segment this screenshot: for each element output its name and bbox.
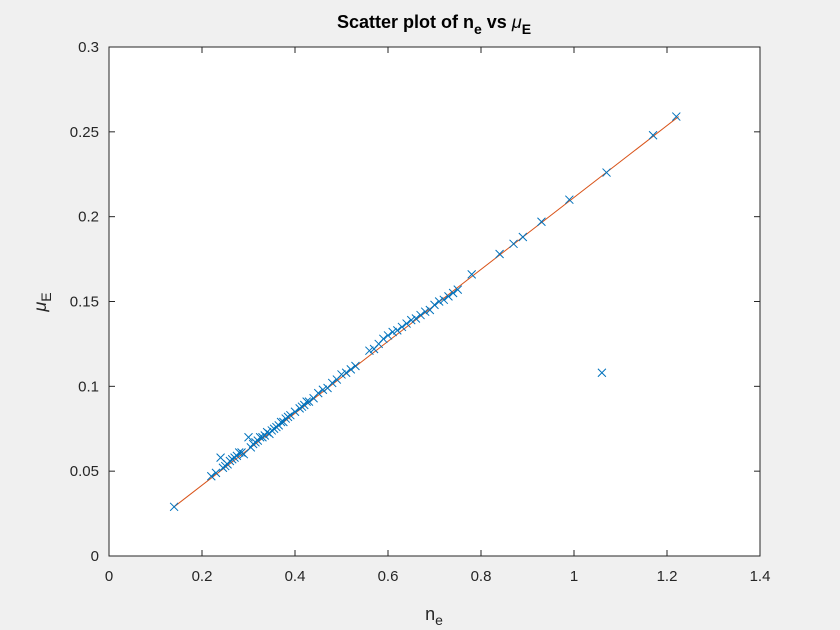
scatter-point — [411, 314, 421, 323]
scatter-point — [351, 361, 360, 371]
scatter-point — [397, 322, 407, 332]
scatter-point — [444, 292, 453, 301]
y-axis-label-group: μE — [30, 292, 54, 312]
scatter-point — [327, 378, 337, 388]
scatter-point — [448, 288, 458, 298]
x-tick-label: 0.6 — [378, 568, 399, 585]
scatter-point — [509, 239, 518, 249]
x-axis-label-main: n — [425, 604, 435, 624]
scatter-point — [383, 331, 393, 340]
scatter-point — [304, 397, 314, 406]
scatter-point — [211, 468, 221, 478]
scatter-point — [234, 448, 244, 457]
scatter-point — [239, 449, 249, 459]
scatter-point — [388, 327, 398, 337]
scatter-point — [392, 325, 402, 335]
scatter-point — [439, 295, 449, 305]
x-axis-label-subscript: e — [435, 612, 443, 628]
x-tick-label: 0.2 — [192, 568, 213, 585]
fit-line-layer — [173, 116, 679, 508]
scatter-point — [467, 269, 477, 279]
y-tick-label: 0.15 — [70, 294, 99, 311]
scatter-point — [564, 195, 574, 205]
scatter-point — [597, 368, 607, 378]
scatter-point — [406, 315, 416, 325]
scatter-point — [602, 168, 611, 177]
x-tick-label: 0.8 — [471, 568, 492, 585]
scatter-point — [453, 285, 463, 294]
x-tick-label: 0.4 — [285, 568, 306, 585]
scatter-point — [518, 232, 528, 242]
scatter-point — [537, 217, 546, 227]
x-tick-label: 1 — [570, 568, 578, 585]
x-axis-ticks: 0 0.2 0.4 0.6 0.8 1 1.2 1.4 — [105, 47, 771, 585]
y-axis-ticks: 0 0.05 0.1 0.15 0.2 0.25 0.3 — [70, 39, 760, 565]
scatter-point — [216, 453, 225, 462]
x-axis-label: ne — [425, 604, 443, 628]
y-tick-label: 0.2 — [78, 209, 99, 226]
scatter-point — [378, 334, 388, 344]
scatter-point — [285, 410, 295, 420]
scatter-point — [169, 502, 179, 512]
scatter-point — [318, 385, 328, 395]
chart-title: Scatter plot of ne vs μE — [337, 12, 531, 37]
scatter-point — [206, 471, 216, 481]
scatter-point — [430, 300, 439, 310]
scatter-point — [402, 319, 411, 328]
title-middle: vs — [482, 12, 512, 32]
scatter-point — [671, 112, 681, 121]
scatter-point — [420, 307, 430, 317]
title-prefix: Scatter plot of n — [337, 12, 474, 32]
x-tick-label: 1.4 — [750, 568, 771, 585]
y-tick-label: 0.1 — [78, 378, 99, 395]
y-axis-label-subscript: E — [38, 292, 54, 301]
title-greek-subscript: E — [522, 21, 531, 37]
y-tick-label: 0.3 — [78, 39, 99, 56]
y-tick-label: 0.05 — [70, 463, 99, 480]
x-tick-label: 0 — [105, 568, 113, 585]
title-prefix-subscript: e — [474, 21, 482, 37]
data-points — [169, 112, 681, 512]
scatter-point — [244, 432, 253, 442]
scatter-point — [495, 249, 504, 259]
y-axis-label-main: μ — [30, 302, 50, 313]
scatter-point — [341, 368, 351, 378]
scatter-point — [313, 388, 323, 398]
scatter-point — [434, 297, 444, 306]
title-greek: μ — [511, 12, 522, 32]
scatter-point — [255, 432, 265, 442]
regression-line — [173, 116, 679, 508]
scatter-point — [337, 370, 346, 379]
scatter-point — [276, 417, 286, 427]
scatter-point — [365, 346, 374, 356]
y-axis-label: μE — [30, 292, 54, 312]
scatter-point — [648, 130, 658, 140]
scatter-point — [302, 397, 311, 406]
scatter-point — [346, 365, 356, 374]
y-tick-label: 0.25 — [70, 124, 99, 141]
x-tick-label: 1.2 — [657, 568, 678, 585]
plot-area — [108, 46, 761, 557]
scatter-point — [290, 407, 300, 417]
y-tick-label: 0 — [91, 548, 99, 565]
scatter-point — [416, 310, 425, 320]
